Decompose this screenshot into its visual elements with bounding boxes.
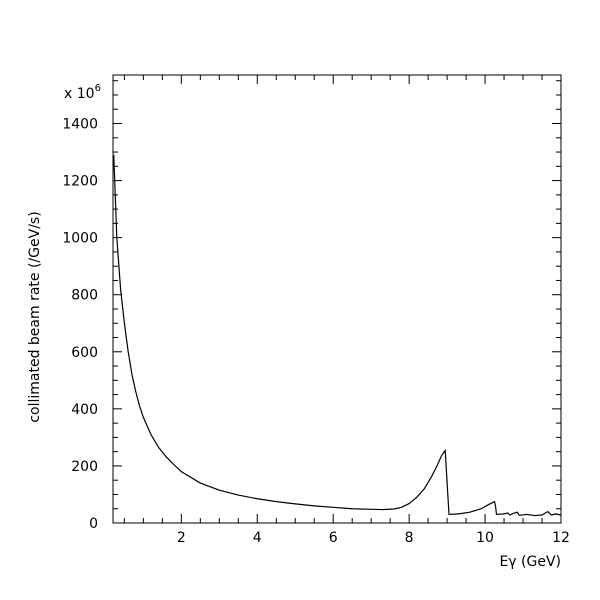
x-axis-label: Eγ (GeV) [499,554,561,570]
y-tick-label: 200 [71,459,98,475]
y-tick-label: 1000 [62,231,98,247]
x-tick-label: 8 [405,530,414,546]
x-tick-label: 4 [253,530,262,546]
y-tick-label: 400 [71,402,98,418]
plot-frame [112,74,562,524]
y-tick-label: 800 [71,288,98,304]
y-multiplier-exponent: 6 [95,83,101,94]
y-tick-label: 1200 [62,174,98,190]
plot-area [112,74,562,524]
y-tick-label: 600 [71,345,98,361]
series-line [113,154,562,517]
x-tick-label: 2 [177,530,186,546]
tick-labels: 0 200 400 600 800 1000 1200 1400 2 4 6 8 10 12 [62,117,570,546]
y-tick-label: 0 [89,516,98,532]
x-tick-label: 10 [476,530,494,546]
axis-ticks [113,75,562,524]
y-multiplier-base: x 10 [64,86,95,102]
x-tick-label: 6 [329,530,338,546]
y-multiplier-label: x 106 [64,83,101,102]
y-axis-label: collimated beam rate (/GeV/s) [27,211,43,422]
y-tick-label: 1400 [62,117,98,133]
x-tick-label: 12 [552,530,570,546]
